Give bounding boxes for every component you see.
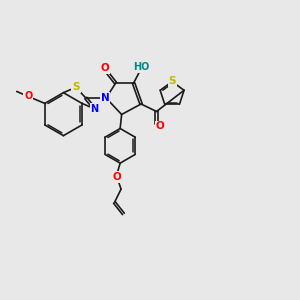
Text: O: O	[24, 91, 32, 101]
Text: S: S	[72, 82, 80, 92]
Text: O: O	[101, 63, 110, 73]
Text: N: N	[91, 104, 99, 114]
Text: S: S	[168, 76, 176, 86]
Text: N: N	[100, 93, 109, 103]
Text: HO: HO	[134, 62, 150, 72]
Text: O: O	[112, 172, 121, 182]
Text: O: O	[156, 122, 164, 131]
